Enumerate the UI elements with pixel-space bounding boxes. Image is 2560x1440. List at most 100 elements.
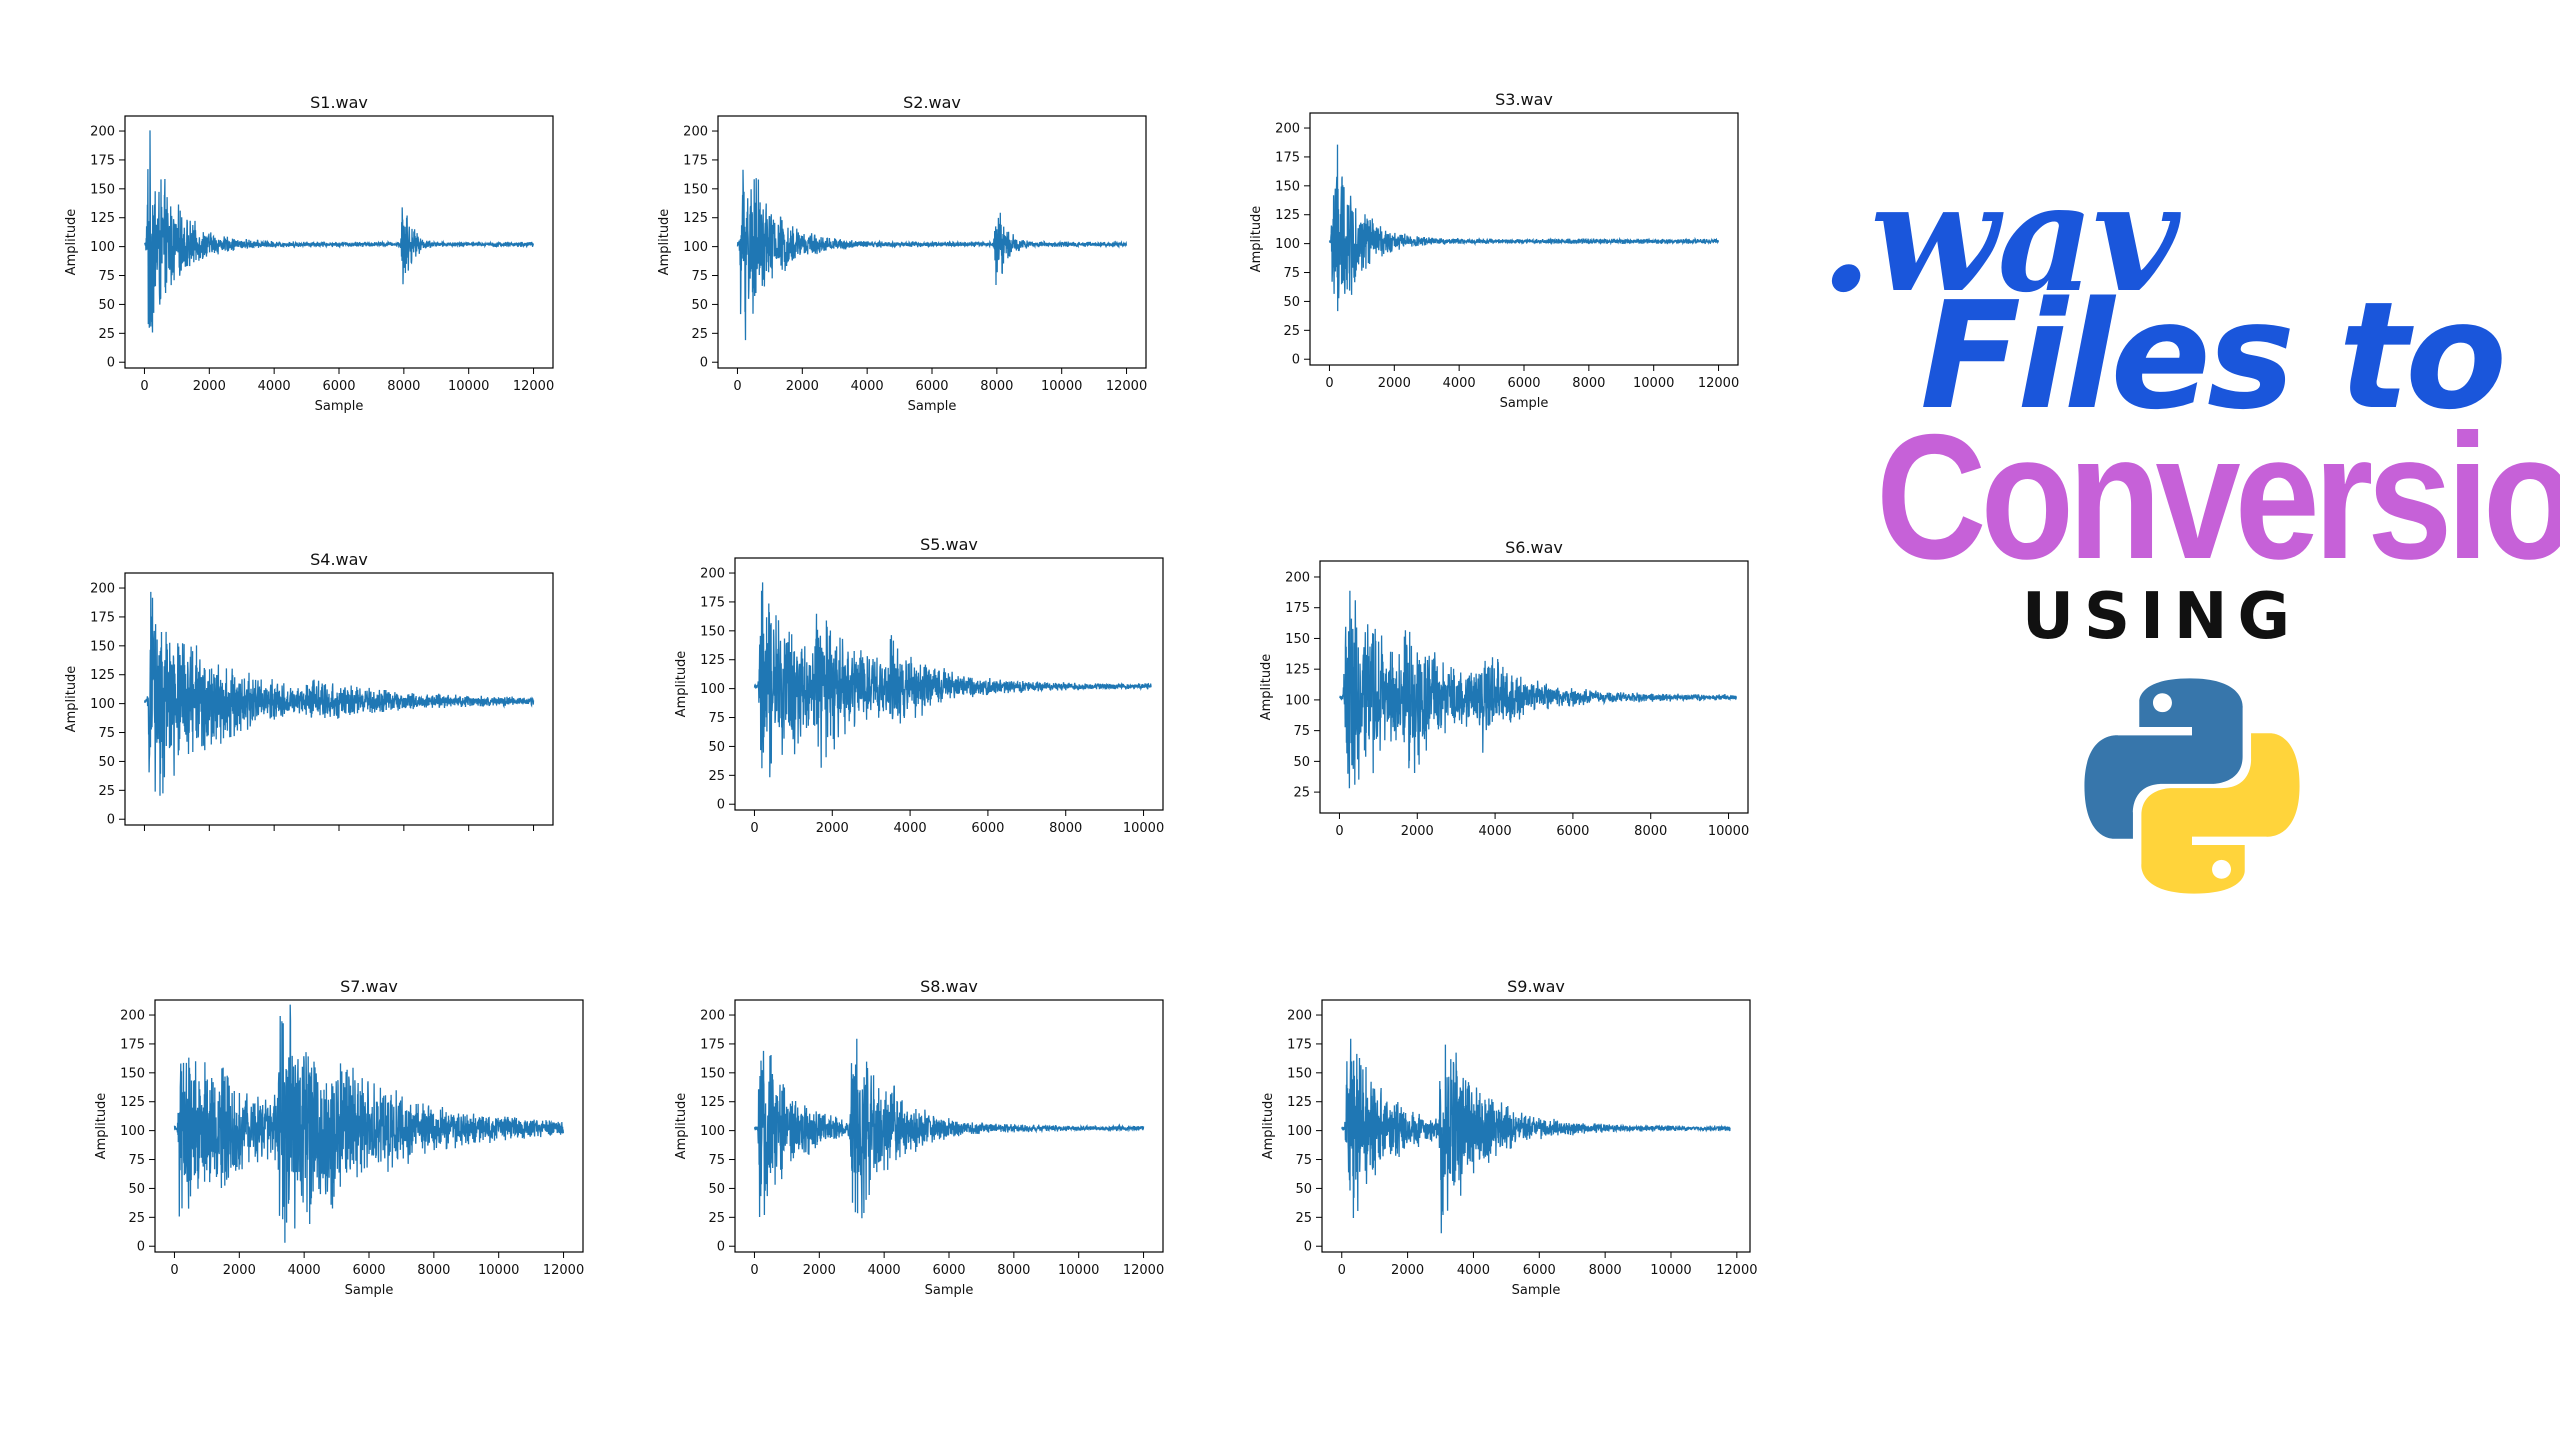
x-tick-label: 4000 — [1457, 1263, 1490, 1278]
x-tick-label: 0 — [1325, 376, 1333, 391]
y-axis-label: Amplitude — [674, 1093, 689, 1160]
y-tick-label: 0 — [137, 1240, 145, 1255]
chart-svg: S6.wav 0 2000 4000 6000 8000 10000 25 50 75 100 125… — [1259, 538, 1749, 839]
y-tick-label: 50 — [1293, 755, 1310, 770]
promo-line-files-to: Files to — [1920, 270, 2507, 442]
y-tick-label: 150 — [1275, 179, 1300, 194]
y-axis-label: Amplitude — [657, 209, 672, 276]
waveform-line — [144, 130, 534, 333]
x-tick-label: 2000 — [786, 379, 819, 394]
y-tick-label: 100 — [700, 682, 725, 697]
x-tick-label: 12000 — [1716, 1263, 1757, 1278]
y-axis-label: Amplitude — [94, 1093, 109, 1160]
chart-svg: S1.wav 0 2000 4000 6000 8000 10000 12000 0 25 50 75… — [64, 93, 554, 414]
y-tick-label: 25 — [128, 1211, 145, 1226]
x-tick-label: 6000 — [322, 379, 355, 394]
y-tick-label: 200 — [1287, 1009, 1312, 1024]
x-tick-label: 0 — [140, 379, 148, 394]
x-tick-label: 6000 — [915, 379, 948, 394]
y-tick-label: 150 — [90, 639, 115, 654]
y-tick-label: 75 — [128, 1153, 145, 1168]
y-tick-label: 50 — [691, 298, 708, 313]
y-tick-label: 100 — [1285, 693, 1310, 708]
chart-svg: S9.wav 0 2000 4000 6000 8000 10000 12000 0 25 50 75… — [1261, 977, 1758, 1298]
plot-frame — [734, 557, 1164, 811]
y-axis-label: Amplitude — [1259, 654, 1274, 721]
x-axis-label: Sample — [908, 399, 957, 414]
y-tick-label: 75 — [1293, 724, 1310, 739]
waveform-line — [1328, 144, 1719, 312]
x-tick-label: 10000 — [1123, 821, 1164, 836]
y-tick-label: 100 — [700, 1124, 725, 1139]
y-tick-label: 75 — [98, 726, 115, 741]
y-tick-label: 200 — [90, 125, 115, 140]
x-tick-label: 4000 — [894, 821, 927, 836]
y-tick-label: 200 — [700, 567, 725, 582]
chart-title: S8.wav — [920, 977, 978, 996]
y-tick-label: 175 — [90, 610, 115, 625]
y-axis-label: Amplitude — [64, 666, 79, 733]
x-tick-label: 2000 — [816, 821, 849, 836]
y-tick-label: 100 — [683, 240, 708, 255]
plot-frame — [1321, 999, 1751, 1253]
x-tick-label: 8000 — [997, 1263, 1030, 1278]
y-tick-label: 50 — [1295, 1182, 1312, 1197]
x-tick-label: 8000 — [1049, 821, 1082, 836]
chart-panel-s1: S1.wav 0 2000 4000 6000 8000 10000 12000 0 25 50 75… — [55, 88, 565, 430]
y-tick-label: 100 — [90, 240, 115, 255]
chart-title: S6.wav — [1505, 538, 1563, 557]
x-tick-label: 6000 — [1523, 1263, 1556, 1278]
y-tick-label: 125 — [1285, 663, 1310, 678]
chart-title: S9.wav — [1507, 977, 1565, 996]
y-tick-label: 100 — [1287, 1124, 1312, 1139]
y-tick-label: 0 — [717, 798, 725, 813]
y-tick-label: 25 — [708, 1211, 725, 1226]
y-tick-label: 125 — [700, 653, 725, 668]
y-tick-label: 150 — [700, 1066, 725, 1081]
chart-svg: S4.wav 0 25 50 75 100 125 150 175 200 Amplitude — [64, 550, 554, 831]
x-tick-label: 10000 — [1058, 1263, 1099, 1278]
y-tick-label: 150 — [120, 1066, 145, 1081]
chart-title: S3.wav — [1495, 90, 1553, 109]
x-tick-label: 10000 — [1650, 1263, 1691, 1278]
y-axis-label: Amplitude — [674, 651, 689, 718]
y-tick-label: 50 — [98, 298, 115, 313]
chart-title: S2.wav — [903, 93, 961, 112]
chart-panel-s7: S7.wav 0 2000 4000 6000 8000 10000 12000 0 25 50 75… — [85, 972, 595, 1314]
y-tick-label: 75 — [691, 269, 708, 284]
x-tick-label: 12000 — [513, 379, 554, 394]
y-tick-label: 175 — [683, 153, 708, 168]
x-tick-label: 0 — [750, 1263, 758, 1278]
y-tick-label: 175 — [90, 153, 115, 168]
y-tick-label: 100 — [90, 697, 115, 712]
x-tick-label: 4000 — [288, 1263, 321, 1278]
y-tick-label: 75 — [708, 1153, 725, 1168]
y-tick-label: 150 — [683, 182, 708, 197]
chart-panel-s4: S4.wav 0 25 50 75 100 125 150 175 200 Amplitude — [55, 545, 565, 887]
x-axis-label: Sample — [345, 1283, 394, 1298]
y-axis-label: Amplitude — [1261, 1093, 1276, 1160]
x-tick-label: 0 — [170, 1263, 178, 1278]
x-axis-label: Sample — [315, 399, 364, 414]
x-tick-label: 8000 — [387, 379, 420, 394]
python-logo-blue-half — [2084, 678, 2243, 839]
chart-title: S5.wav — [920, 535, 978, 554]
y-tick-label: 25 — [691, 327, 708, 342]
y-tick-label: 25 — [1283, 324, 1300, 339]
y-tick-label: 25 — [708, 769, 725, 784]
chart-svg: S3.wav 0 2000 4000 6000 8000 10000 12000 0 25 50 75… — [1249, 90, 1739, 411]
x-tick-label: 8000 — [980, 379, 1013, 394]
y-tick-label: 200 — [120, 1009, 145, 1024]
y-tick-label: 25 — [1293, 786, 1310, 801]
promo-line-wav: .wav — [1820, 150, 2180, 326]
waveform-line — [1339, 590, 1737, 789]
x-tick-label: 6000 — [1507, 376, 1540, 391]
y-tick-label: 50 — [98, 755, 115, 770]
y-tick-label: 175 — [120, 1037, 145, 1052]
waveform-line — [753, 582, 1152, 778]
y-tick-label: 150 — [700, 624, 725, 639]
y-tick-label: 0 — [1304, 1240, 1312, 1255]
x-tick-label: 12000 — [543, 1263, 584, 1278]
x-tick-label: 2000 — [1401, 824, 1434, 839]
x-tick-label: 8000 — [1634, 824, 1667, 839]
